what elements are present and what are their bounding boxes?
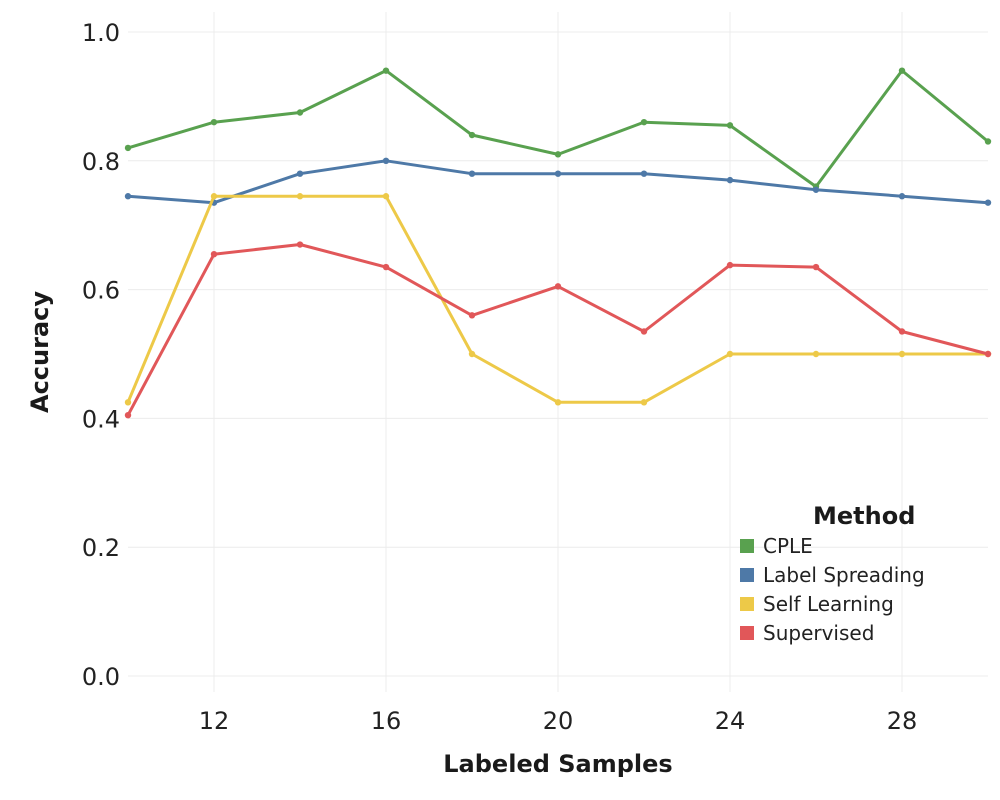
data-point xyxy=(984,138,992,145)
data-point xyxy=(382,193,390,200)
data-point xyxy=(296,241,304,248)
legend-title: Method xyxy=(813,502,915,530)
data-point xyxy=(382,263,390,271)
data-point xyxy=(726,261,734,269)
y-axis-title: Accuracy xyxy=(26,291,54,413)
data-point xyxy=(210,250,218,258)
data-point xyxy=(124,193,132,200)
y-tick-label: 0.2 xyxy=(82,534,120,562)
data-point xyxy=(210,118,218,126)
grid xyxy=(128,12,988,692)
data-point xyxy=(124,144,132,152)
legend-label: CPLE xyxy=(763,534,813,558)
legend-label: Supervised xyxy=(763,621,874,645)
data-point xyxy=(382,157,390,164)
legend-label: Label Spreading xyxy=(763,563,925,587)
data-point xyxy=(124,399,132,406)
data-point xyxy=(898,328,906,335)
data-point xyxy=(554,151,562,158)
y-axis-ticks: 0.0 0.2 0.4 0.6 0.8 1.0 xyxy=(82,19,120,691)
x-tick-label: 20 xyxy=(543,707,574,735)
data-point xyxy=(898,193,906,200)
data-point xyxy=(554,283,562,290)
legend-label: Self Learning xyxy=(763,592,894,616)
y-tick-label: 0.4 xyxy=(82,405,120,433)
data-point xyxy=(296,109,304,116)
series-supervised xyxy=(124,241,992,419)
data-point xyxy=(898,350,906,358)
data-point xyxy=(640,399,648,406)
data-point xyxy=(812,263,820,271)
data-point xyxy=(382,67,390,74)
y-tick-label: 0.0 xyxy=(82,663,120,691)
data-point xyxy=(554,399,562,406)
x-tick-label: 16 xyxy=(371,707,402,735)
x-tick-label: 12 xyxy=(199,707,230,735)
data-point xyxy=(296,193,304,200)
data-point xyxy=(898,67,906,74)
data-point xyxy=(726,350,734,358)
data-point xyxy=(640,328,648,335)
x-axis-ticks: 12 16 20 24 28 xyxy=(199,707,918,735)
legend-swatch xyxy=(740,597,754,611)
y-tick-label: 0.8 xyxy=(82,148,120,176)
x-tick-label: 24 xyxy=(715,707,746,735)
x-tick-label: 28 xyxy=(887,707,918,735)
legend: Method CPLE Label Spreading Self Learning S… xyxy=(740,502,925,645)
data-point xyxy=(468,131,476,139)
x-axis-title: Labeled Samples xyxy=(443,750,672,778)
data-point xyxy=(468,312,476,319)
data-point xyxy=(726,122,734,129)
data-point xyxy=(726,176,734,184)
data-point xyxy=(812,350,820,358)
data-point xyxy=(296,170,304,177)
series-cple xyxy=(124,67,992,190)
legend-swatch xyxy=(740,539,754,553)
y-tick-label: 1.0 xyxy=(82,19,120,47)
data-point xyxy=(984,199,992,206)
data-point xyxy=(468,170,476,177)
series-lines xyxy=(124,67,992,419)
data-point xyxy=(554,170,562,177)
data-point xyxy=(640,170,648,177)
data-point xyxy=(210,193,218,200)
legend-items: CPLE Label Spreading Self Learning Supervis… xyxy=(740,534,925,645)
legend-swatch xyxy=(740,568,754,582)
data-point xyxy=(468,350,476,358)
y-tick-label: 0.6 xyxy=(82,277,120,305)
data-point xyxy=(812,186,820,193)
data-point xyxy=(984,350,992,358)
legend-swatch xyxy=(740,626,754,640)
data-point xyxy=(124,411,132,419)
data-point xyxy=(640,118,648,126)
